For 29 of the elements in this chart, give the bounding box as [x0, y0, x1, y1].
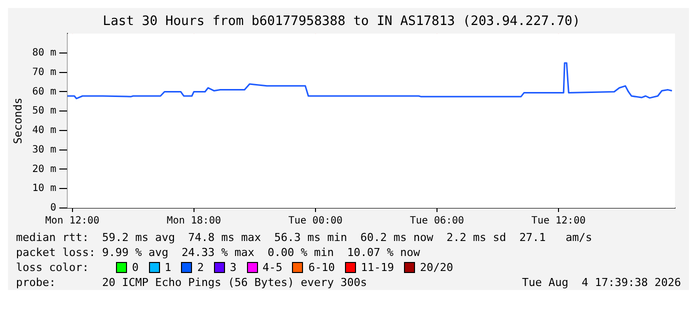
y-tick-label: 30 m	[32, 144, 56, 156]
x-tick-label: Mon 12:00	[45, 216, 100, 227]
text: packet loss: 9.99 % avg 24.33 % max 0.00 % min 10.07 % now	[16, 245, 421, 260]
y-tick-label: 60 m	[32, 86, 56, 98]
y-tick-label: 50 m	[32, 106, 56, 117]
y-tick-label: 80 m	[32, 48, 56, 59]
y-tick-label: 10 m	[32, 183, 56, 194]
y-tick-label: 70 m	[32, 66, 56, 78]
chart-title: Last 30 Hours from b60177958388 to IN AS17813 (203.94.227.70)	[102, 14, 580, 30]
text: 2	[197, 260, 204, 275]
text: 11-19	[360, 260, 394, 275]
text: 6-10	[308, 260, 335, 275]
x-tick-label: Tue 12:00	[531, 216, 586, 227]
text: probe: 20 ICMP Echo Pings (56 Bytes) every 300s	[16, 275, 367, 290]
text: median rtt: 59.2 ms avg 74.8 ms max 56.3 ms min 60.2 ms now 2.2 ms sd 27.1 am/s	[16, 230, 594, 245]
x-tick-label: Tue 00:00	[288, 216, 343, 227]
text: 3	[230, 260, 236, 275]
text: 0	[132, 260, 139, 275]
text: Tue Aug 4 17:39:38 2026	[522, 275, 681, 290]
y-tick-label: 40 m	[32, 125, 56, 136]
text: 4-5	[262, 260, 282, 275]
text: loss color:	[16, 260, 90, 275]
y-tick-label: 0	[50, 202, 56, 214]
y-axis-title: Seconds	[11, 98, 24, 144]
text: 20/20	[420, 260, 454, 275]
text: 1	[164, 260, 172, 275]
x-tick-label: Mon 18:00	[166, 216, 221, 227]
y-tick-label: 20 m	[32, 164, 56, 175]
x-tick-label: Tue 06:00	[410, 216, 464, 227]
